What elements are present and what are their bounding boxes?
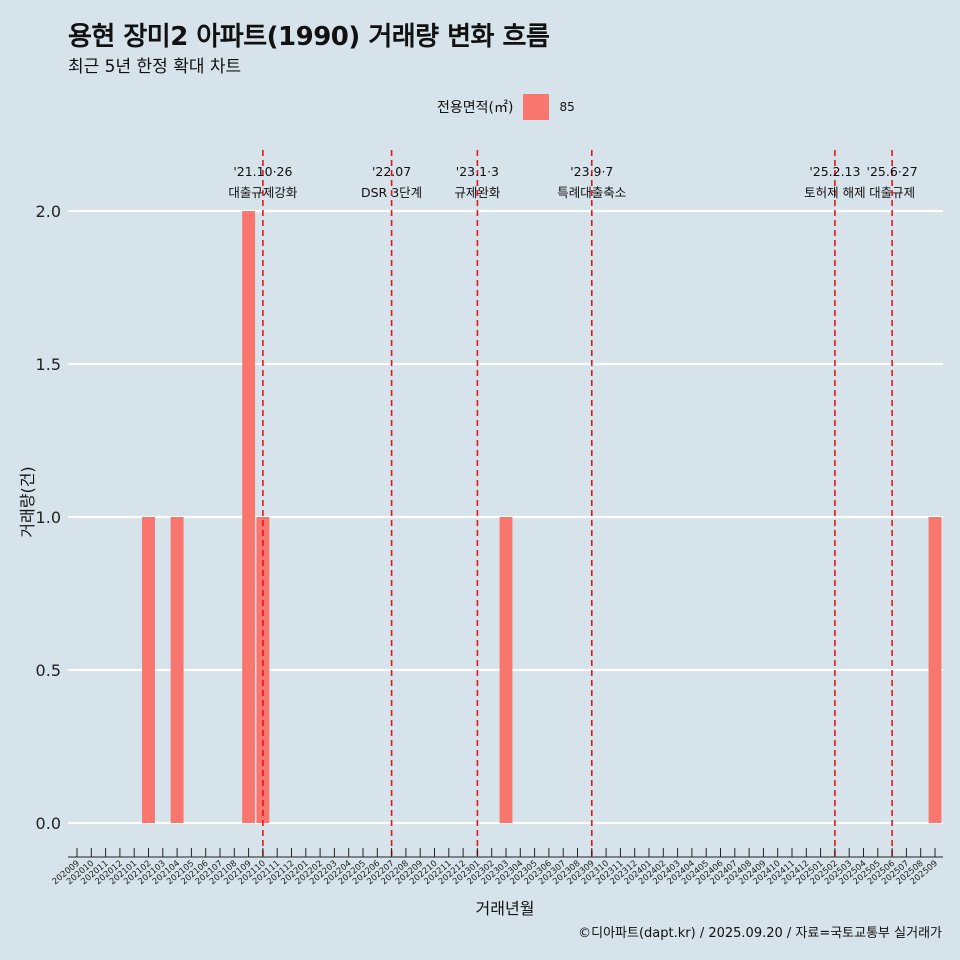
chart-title: 용현 장미2 아파트(1990) 거래량 변화 흐름 [68,22,550,52]
y-axis-title: 거래량(건) [18,466,37,537]
event-date-label: '25.6·27 [867,164,918,179]
event-date-label: '21.10·26 [233,164,292,179]
event-label: 특례대출축소 [557,185,626,200]
event-label: 대출규제강화 [228,185,298,200]
x-axis-title: 거래년월 [476,899,535,918]
event-date-label: '23.1·3 [456,164,499,179]
bar [170,517,184,823]
legend-title: 전용면적(㎡) [437,100,514,116]
y-tick-label: 1.5 [36,355,61,374]
y-tick-label: 0.0 [36,814,61,833]
y-tick-label: 0.5 [36,661,61,680]
event-date-label: '22.07 [372,164,411,179]
y-tick-label: 2.0 [36,202,61,221]
bar [142,517,155,823]
event-date-label: '23.9·7 [570,164,613,179]
event-label: 규제완화 [454,185,501,200]
legend-swatch [523,94,550,120]
bar [242,211,256,823]
legend-item-label: 85 [559,100,575,114]
bar [499,517,513,823]
event-label: 대출규제 [869,185,915,200]
chart-subtitle: 최근 5년 한정 확대 차트 [68,57,242,77]
bar [928,517,942,823]
legend: 전용면적(㎡) 85 [437,93,575,121]
caption: ©디아파트(dapt.kr) / 2025.09.20 / 자료=국토교통부 실… [578,926,942,941]
event-label: 토허제 해제 [804,185,865,200]
y-tick-label: 1.0 [36,508,61,527]
event-label: DSR 3단계 [361,185,422,200]
event-date-label: '25.2.13 [809,164,860,179]
